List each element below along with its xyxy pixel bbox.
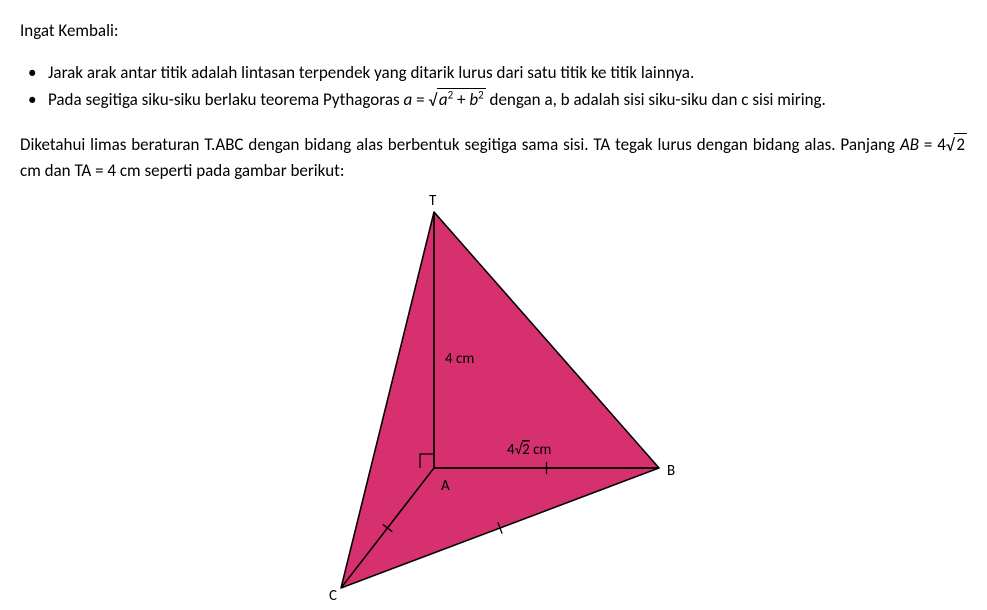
var-a: a	[403, 89, 412, 110]
svg-text:A: A	[441, 477, 450, 495]
svg-text:4√2 cm: 4√2 cm	[507, 441, 551, 459]
bullet2-suffix: dengan a, b adalah sisi siku-siku dan c …	[486, 89, 826, 110]
para-suffix: cm dan TA = 4 cm seperti pada gambar ber…	[20, 160, 344, 181]
sqrt2: 2	[946, 132, 967, 159]
rad-b-exp: 2	[478, 88, 484, 101]
problem-paragraph: Diketahui limas beraturan T.ABC dengan b…	[20, 132, 967, 184]
ab-label: AB	[900, 134, 919, 155]
bullet-list: Jarak arak antar titik adalah lintasan t…	[20, 60, 967, 114]
recall-heading: Ingat Kembali:	[20, 18, 967, 44]
pyramid-figure: T A B C 4 cm 4√2 cm	[269, 188, 719, 608]
sqrt-expression: a2 + b2	[428, 87, 485, 114]
rad-b: b	[469, 89, 478, 110]
para-line1: Diketahui limas beraturan T.ABC dengan b…	[20, 134, 748, 155]
equals: =	[412, 89, 428, 110]
para-mid: = 4	[919, 134, 946, 155]
para-line2-prefix: bidang alas. Panjang	[753, 134, 900, 155]
rad-plus: +	[453, 89, 469, 110]
bullet-item-2: Pada segitiga siku-siku berlaku teorema …	[20, 87, 967, 114]
svg-text:4 cm: 4 cm	[445, 350, 474, 368]
svg-text:C: C	[329, 587, 337, 605]
svg-text:B: B	[667, 462, 675, 480]
figure-container: T A B C 4 cm 4√2 cm	[20, 188, 967, 608]
svg-text:T: T	[429, 192, 437, 210]
bullet2-prefix: Pada segitiga siku-siku berlaku teorema …	[48, 89, 403, 110]
sqrt2-rad: 2	[954, 133, 967, 155]
rad-a: a	[439, 89, 448, 110]
bullet-item-1: Jarak arak antar titik adalah lintasan t…	[20, 60, 967, 86]
